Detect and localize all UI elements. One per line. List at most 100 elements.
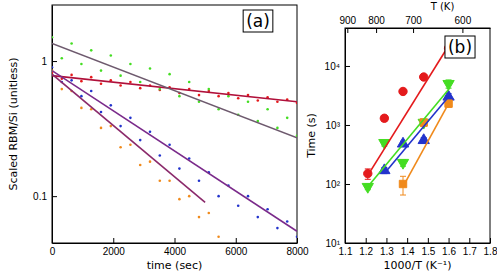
- y-tick: 10⁴: [325, 61, 350, 72]
- x-tick-mark: [490, 238, 491, 243]
- x-axis-line: [346, 243, 491, 244]
- data-point: [119, 74, 122, 77]
- panel-label-text: (b): [448, 37, 472, 57]
- x-tick: 6000: [225, 238, 248, 257]
- panel: 1.1 1.2 1.3 1.4 1.5 1.6 1.7 1.8 10¹ 10² 10³ 10⁴ 900 8…: [305, 1, 497, 272]
- x-tick-mark: [366, 238, 367, 243]
- data-point: [178, 95, 181, 98]
- x-tick-label: 1.8: [484, 246, 497, 257]
- x-tick-mark: [428, 238, 429, 243]
- data-point: [61, 57, 64, 60]
- y-tick-label: 10¹: [326, 238, 341, 249]
- x-tick-mark: [175, 238, 176, 243]
- data-point: [266, 208, 269, 211]
- y-axis-line: [345, 29, 346, 244]
- x-tick-label: 1.5: [421, 246, 435, 257]
- data-point: [129, 81, 132, 84]
- data-point: [178, 167, 181, 170]
- x2-axis-title: T (K): [430, 1, 455, 12]
- data-point: [139, 87, 142, 90]
- y-tick: 1: [41, 56, 57, 67]
- x-tick: 1.2: [359, 238, 373, 257]
- x2-tick-mark: [376, 28, 377, 33]
- data-point: [100, 82, 103, 85]
- data-point: [257, 99, 260, 102]
- fit-line: [52, 76, 297, 102]
- data-point: [443, 80, 454, 90]
- data-point: [110, 54, 113, 57]
- x-tick: 4000: [164, 238, 187, 257]
- x-tick-mark: [236, 238, 237, 243]
- data-point: [168, 73, 171, 76]
- y-tick-label: 10³: [326, 120, 341, 131]
- y-tick-label: 10²: [326, 179, 341, 190]
- x-tick-label: 2000: [103, 246, 126, 257]
- data-point: [70, 42, 73, 45]
- panel-label-box: [243, 10, 273, 32]
- data-point: [159, 89, 162, 92]
- y-axis: 0.11: [33, 6, 57, 244]
- data-point: [266, 108, 269, 111]
- x-axis-line: [53, 243, 298, 244]
- x-tick: 1.5: [421, 238, 435, 257]
- data-point: [237, 97, 240, 100]
- data-point: [397, 159, 408, 169]
- x2-tick: 800: [368, 15, 385, 33]
- x-tick: 1.8: [484, 238, 497, 257]
- data-point: [100, 69, 103, 72]
- fit-line: [52, 74, 205, 202]
- panel-label: (a): [243, 10, 273, 32]
- data-point: [237, 204, 240, 207]
- data-point: [208, 88, 211, 91]
- data-point: [296, 236, 297, 239]
- plot-area: [362, 44, 454, 195]
- y-axis-title: Scaled RBM/Si (unitless): [7, 57, 20, 190]
- data-point: [208, 212, 211, 215]
- x-tick-label: 0: [50, 246, 56, 257]
- data-point: [217, 236, 220, 239]
- data-point: [52, 66, 53, 69]
- data-point: [80, 107, 83, 110]
- x-tick-label: 1.1: [339, 246, 353, 257]
- y-tick-mark: [345, 184, 350, 185]
- data-point: [276, 227, 279, 230]
- y-axis-line: [52, 6, 53, 244]
- data-point: [159, 154, 162, 157]
- data-point: [149, 67, 152, 70]
- data-point: [188, 81, 191, 84]
- x2-tick-label: 700: [405, 15, 422, 26]
- x2-tick: 600: [455, 15, 472, 33]
- y-tick-label: 0.1: [33, 191, 47, 202]
- fit-line: [52, 43, 297, 137]
- y-axis-title: Time (s): [305, 113, 318, 159]
- x-tick-mark: [113, 238, 114, 243]
- data-point: [70, 74, 73, 77]
- x2-tick-label: 900: [339, 15, 356, 26]
- data-point: [61, 88, 64, 91]
- x-tick: 1.3: [380, 238, 394, 257]
- x-tick-mark: [386, 238, 387, 243]
- x-tick-mark: [407, 238, 408, 243]
- x-tick-label: 1.4: [401, 246, 415, 257]
- y-tick: 10³: [326, 120, 350, 131]
- data-point: [129, 63, 132, 66]
- x-axis: 1.1 1.2 1.3 1.4 1.5 1.6 1.7 1.8: [339, 238, 497, 257]
- x2-tick-mark: [462, 28, 463, 33]
- x2-axis-line: [346, 28, 491, 29]
- data-point: [110, 125, 113, 128]
- data-point: [129, 117, 132, 120]
- x-axis-title: time (sec): [147, 259, 202, 272]
- error-bar-cap: [400, 195, 406, 196]
- x-axis: 02000400060008000: [50, 238, 309, 257]
- y-tick: 10²: [326, 179, 350, 190]
- y-tick-mark: [345, 243, 350, 244]
- y-tick-mark: [345, 66, 350, 67]
- x-tick: 1.6: [442, 238, 456, 257]
- data-point: [110, 104, 113, 107]
- x-tick-label: 1.7: [463, 246, 477, 257]
- data-point: [399, 87, 407, 95]
- data-point: [90, 90, 93, 93]
- data-point: [380, 114, 388, 122]
- data-point: [149, 160, 152, 163]
- x-tick: 1.4: [401, 238, 415, 257]
